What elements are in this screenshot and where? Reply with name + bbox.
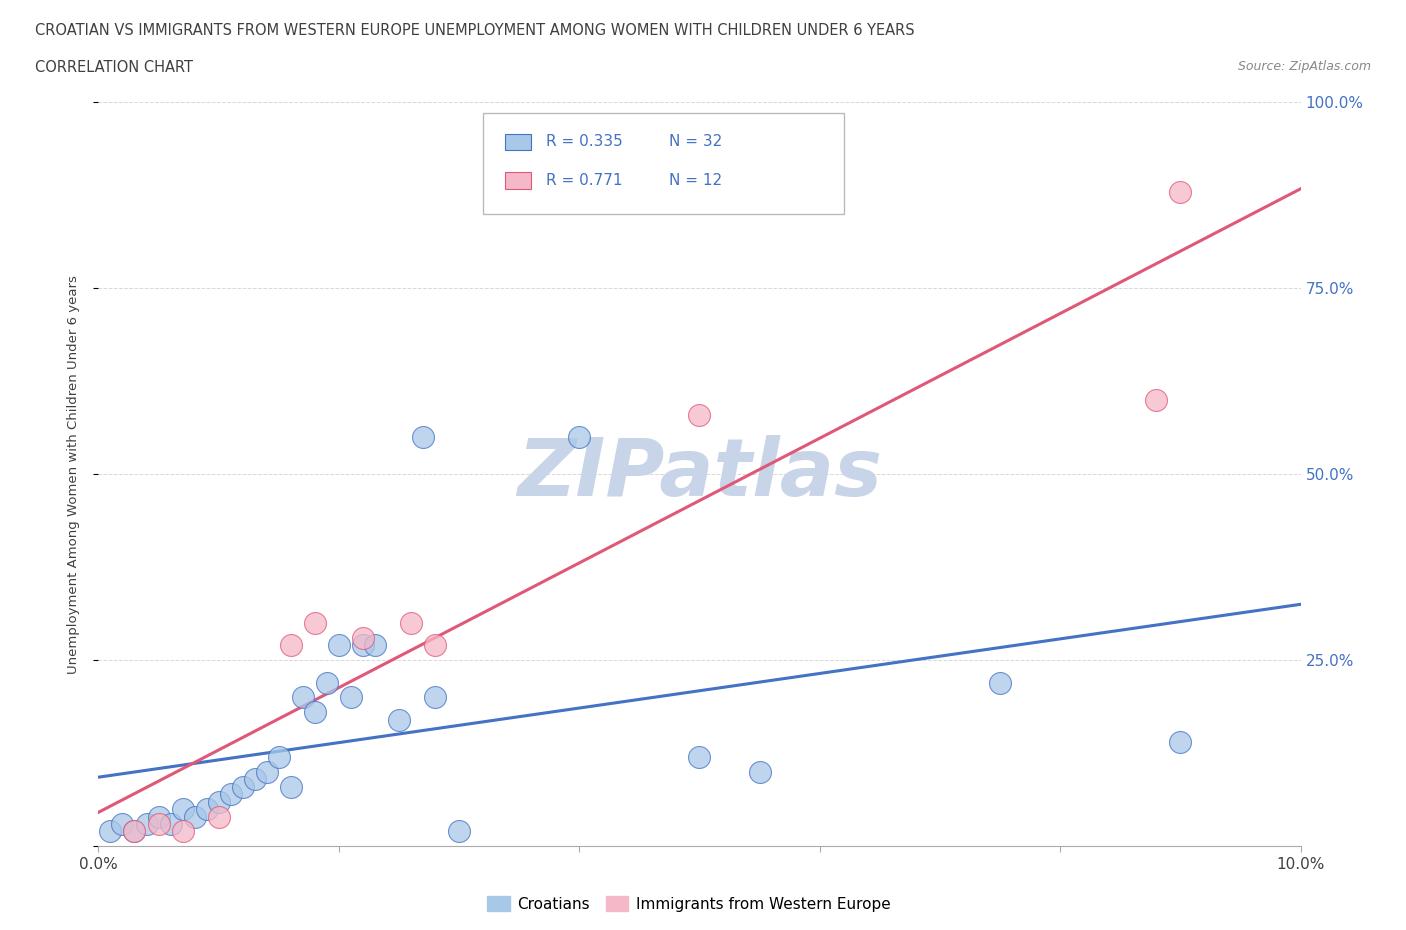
Point xyxy=(689,750,711,764)
Point xyxy=(315,675,337,690)
Point xyxy=(748,764,770,779)
Text: R = 0.335: R = 0.335 xyxy=(546,134,623,149)
Point xyxy=(352,638,374,653)
Point xyxy=(423,638,446,653)
Point xyxy=(399,616,422,631)
Text: R = 0.771: R = 0.771 xyxy=(546,173,621,188)
Point xyxy=(304,705,326,720)
Point xyxy=(1170,735,1192,750)
Point xyxy=(208,809,231,824)
Point xyxy=(280,638,302,653)
Point xyxy=(135,817,157,831)
Point xyxy=(148,809,170,824)
Point xyxy=(328,638,350,653)
Point xyxy=(304,616,326,631)
Y-axis label: Unemployment Among Women with Children Under 6 years: Unemployment Among Women with Children U… xyxy=(67,275,80,673)
Point xyxy=(291,690,314,705)
Point xyxy=(388,712,411,727)
Point xyxy=(689,407,711,422)
FancyBboxPatch shape xyxy=(484,113,844,214)
Point xyxy=(267,750,290,764)
Text: CROATIAN VS IMMIGRANTS FROM WESTERN EUROPE UNEMPLOYMENT AMONG WOMEN WITH CHILDRE: CROATIAN VS IMMIGRANTS FROM WESTERN EURO… xyxy=(35,23,915,38)
FancyBboxPatch shape xyxy=(505,172,531,189)
Point xyxy=(352,631,374,645)
Point xyxy=(172,824,194,839)
Point xyxy=(159,817,181,831)
Point xyxy=(243,772,266,787)
FancyBboxPatch shape xyxy=(505,134,531,150)
Text: ZIPatlas: ZIPatlas xyxy=(517,435,882,513)
Point xyxy=(232,779,254,794)
Text: N = 12: N = 12 xyxy=(669,173,723,188)
Point xyxy=(447,824,470,839)
Point xyxy=(111,817,134,831)
Point xyxy=(219,787,242,802)
Point xyxy=(340,690,363,705)
Text: Source: ZipAtlas.com: Source: ZipAtlas.com xyxy=(1237,60,1371,73)
Point xyxy=(988,675,1011,690)
Point xyxy=(1170,184,1192,199)
Point xyxy=(364,638,387,653)
Point xyxy=(195,802,218,817)
Point xyxy=(423,690,446,705)
Point xyxy=(412,430,434,445)
Point xyxy=(100,824,122,839)
Point xyxy=(172,802,194,817)
Point xyxy=(148,817,170,831)
Point xyxy=(1144,392,1167,407)
Point xyxy=(568,430,591,445)
Point xyxy=(208,794,231,809)
Legend: Croatians, Immigrants from Western Europe: Croatians, Immigrants from Western Europ… xyxy=(481,889,897,918)
Point xyxy=(280,779,302,794)
Point xyxy=(124,824,146,839)
Point xyxy=(256,764,278,779)
Text: N = 32: N = 32 xyxy=(669,134,723,149)
Point xyxy=(183,809,205,824)
Text: CORRELATION CHART: CORRELATION CHART xyxy=(35,60,193,75)
Point xyxy=(124,824,146,839)
